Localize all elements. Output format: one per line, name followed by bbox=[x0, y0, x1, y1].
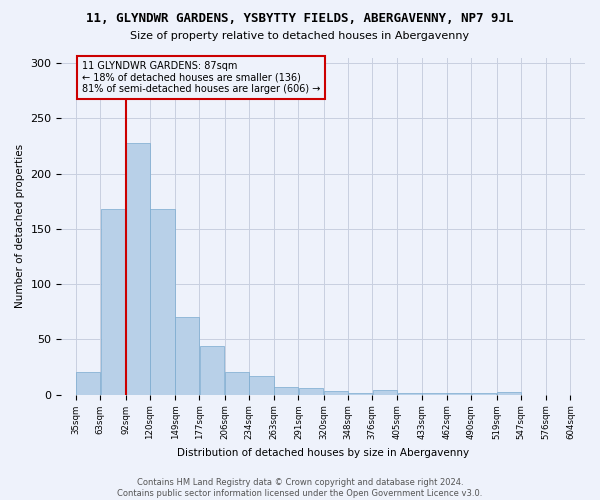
Bar bbox=[101, 209, 125, 394]
Bar bbox=[126, 142, 149, 394]
Bar bbox=[175, 317, 199, 394]
Bar bbox=[150, 209, 175, 394]
Bar bbox=[373, 390, 397, 394]
Bar bbox=[274, 387, 298, 394]
Text: 11 GLYNDWR GARDENS: 87sqm
← 18% of detached houses are smaller (136)
81% of semi: 11 GLYNDWR GARDENS: 87sqm ← 18% of detac… bbox=[82, 61, 320, 94]
Bar bbox=[76, 372, 100, 394]
Bar bbox=[200, 346, 224, 395]
X-axis label: Distribution of detached houses by size in Abergavenny: Distribution of detached houses by size … bbox=[177, 448, 469, 458]
Text: 11, GLYNDWR GARDENS, YSBYTTY FIELDS, ABERGAVENNY, NP7 9JL: 11, GLYNDWR GARDENS, YSBYTTY FIELDS, ABE… bbox=[86, 12, 514, 26]
Bar bbox=[497, 392, 521, 394]
Bar bbox=[299, 388, 323, 394]
Bar bbox=[324, 392, 348, 394]
Text: Contains HM Land Registry data © Crown copyright and database right 2024.
Contai: Contains HM Land Registry data © Crown c… bbox=[118, 478, 482, 498]
Text: Size of property relative to detached houses in Abergavenny: Size of property relative to detached ho… bbox=[130, 31, 470, 41]
Bar bbox=[249, 376, 274, 394]
Bar bbox=[225, 372, 248, 394]
Y-axis label: Number of detached properties: Number of detached properties bbox=[15, 144, 25, 308]
